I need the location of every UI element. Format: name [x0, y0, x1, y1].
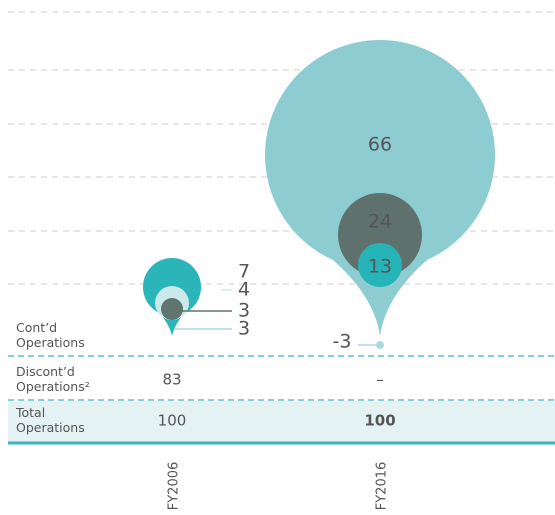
- x-tick-label: FY2006: [167, 462, 182, 511]
- x-tick-label: FY2016: [375, 462, 390, 511]
- row-label: Cont’d Operations: [16, 320, 85, 350]
- cell: 100: [364, 412, 395, 430]
- bubble: [338, 193, 422, 277]
- bubble: [358, 243, 402, 287]
- row-label-line: Operations: [16, 335, 85, 350]
- cell: 83: [162, 371, 181, 389]
- row-label-line: Discont’d: [16, 364, 75, 379]
- row-label: Discont’d Operations²: [16, 364, 90, 394]
- data-label: 7: [238, 261, 250, 283]
- total-row-bg: [8, 401, 555, 442]
- data-label: 4: [238, 279, 250, 301]
- data-label: 13: [368, 256, 392, 278]
- bubble: [265, 40, 495, 270]
- bubble: [376, 341, 384, 349]
- bubble: [161, 298, 183, 320]
- row-label-line: Total: [15, 405, 45, 420]
- cell: –: [376, 371, 384, 389]
- data-label: 24: [368, 211, 392, 233]
- cell: 100: [158, 412, 187, 430]
- data-label: -3: [333, 331, 352, 353]
- data-label: 66: [368, 134, 392, 156]
- row-label-line: Cont’d: [16, 320, 57, 335]
- data-label: 3: [238, 300, 250, 322]
- row-label-line: Operations: [16, 420, 85, 435]
- row-label: Total Operations: [15, 405, 85, 435]
- row-label-line: Operations²: [16, 379, 90, 394]
- data-label: 3: [238, 318, 250, 340]
